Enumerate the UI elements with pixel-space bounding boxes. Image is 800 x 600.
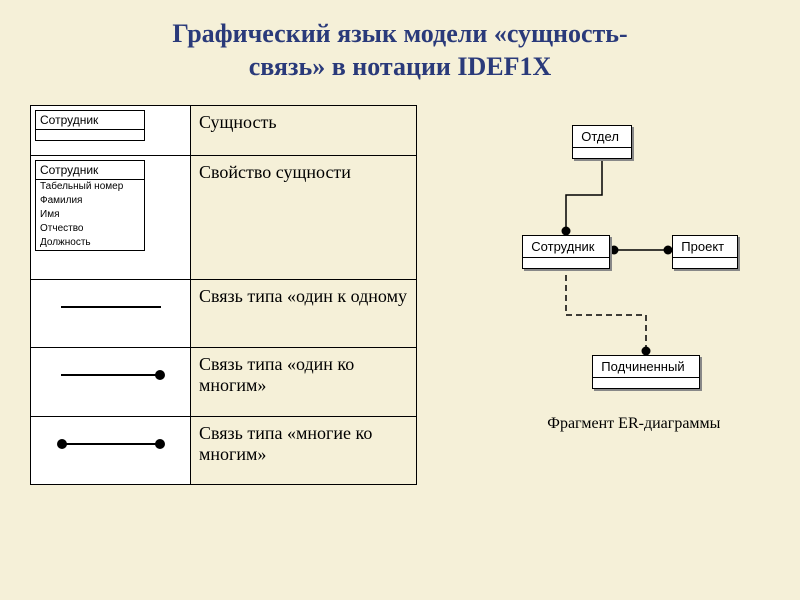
er-caption: Фрагмент ER-диаграммы bbox=[547, 415, 720, 433]
entity-box: Сотрудник bbox=[35, 110, 145, 141]
table-row: Связь типа «многие ко многим» bbox=[31, 416, 417, 484]
description-cell: Сущность bbox=[191, 106, 417, 156]
edge bbox=[566, 155, 602, 235]
er-node-proekt: Проект bbox=[672, 235, 738, 269]
symbol-cell bbox=[31, 348, 191, 416]
table-row: Связь типа «один к одному bbox=[31, 279, 417, 347]
er-node-sotrudnik: Сотрудник bbox=[522, 235, 610, 269]
title-line-2: связь» в нотации IDEF1X bbox=[249, 52, 552, 81]
symbol-cell: Сотрудник bbox=[31, 106, 191, 156]
title-line-1: Графический язык модели «сущность- bbox=[172, 19, 627, 48]
table-row: Сотрудник Сущность bbox=[31, 106, 417, 156]
page-title: Графический язык модели «сущность- связь… bbox=[0, 0, 800, 95]
edge-dot bbox=[610, 246, 619, 255]
er-node-otdel: Отдел bbox=[572, 125, 632, 159]
relationship-line bbox=[51, 292, 171, 322]
entity-attr: Отчество bbox=[36, 222, 144, 236]
entity-body bbox=[36, 130, 144, 140]
relationship-line bbox=[51, 360, 171, 390]
relationship-line bbox=[51, 429, 171, 459]
description-cell: Связь типа «многие ко многим» bbox=[191, 416, 417, 484]
entity-box: СотрудникТабельный номерФамилияИмяОтчест… bbox=[35, 160, 145, 251]
content-area: СотрудникСущностьСотрудникТабельный номе… bbox=[0, 95, 800, 485]
er-node-label: Сотрудник bbox=[523, 236, 609, 258]
entity-body: Табельный номерФамилияИмяОтчествоДолжнос… bbox=[36, 180, 144, 250]
entity-attr: Имя bbox=[36, 208, 144, 222]
table-row: СотрудникТабельный номерФамилияИмяОтчест… bbox=[31, 155, 417, 279]
entity-attr: Табельный номер bbox=[36, 180, 144, 194]
entity-attr: Должность bbox=[36, 236, 144, 250]
description-cell: Связь типа «один ко многим» bbox=[191, 348, 417, 416]
er-node-podchin: Подчиненный bbox=[592, 355, 700, 389]
er-node-body bbox=[673, 258, 737, 268]
er-node-label: Подчиненный bbox=[593, 356, 699, 378]
er-node-body bbox=[573, 148, 631, 158]
entity-title: Сотрудник bbox=[36, 111, 144, 130]
symbol-cell bbox=[31, 279, 191, 347]
er-node-label: Проект bbox=[673, 236, 737, 258]
symbol-cell bbox=[31, 416, 191, 484]
notation-table: СотрудникСущностьСотрудникТабельный номе… bbox=[30, 105, 417, 485]
er-node-label: Отдел bbox=[573, 126, 631, 148]
entity-title: Сотрудник bbox=[36, 161, 144, 180]
table-row: Связь типа «один ко многим» bbox=[31, 348, 417, 416]
description-cell: Связь типа «один к одному bbox=[191, 279, 417, 347]
edge bbox=[566, 265, 646, 355]
er-node-body bbox=[523, 258, 609, 268]
description-cell: Свойство сущности bbox=[191, 155, 417, 279]
er-diagram: Отдел Сотрудник Проект Подчиненный Фрагмент … bbox=[442, 105, 770, 485]
entity-attr: Фамилия bbox=[36, 194, 144, 208]
er-node-body bbox=[593, 378, 699, 388]
symbol-cell: СотрудникТабельный номерФамилияИмяОтчест… bbox=[31, 155, 191, 279]
